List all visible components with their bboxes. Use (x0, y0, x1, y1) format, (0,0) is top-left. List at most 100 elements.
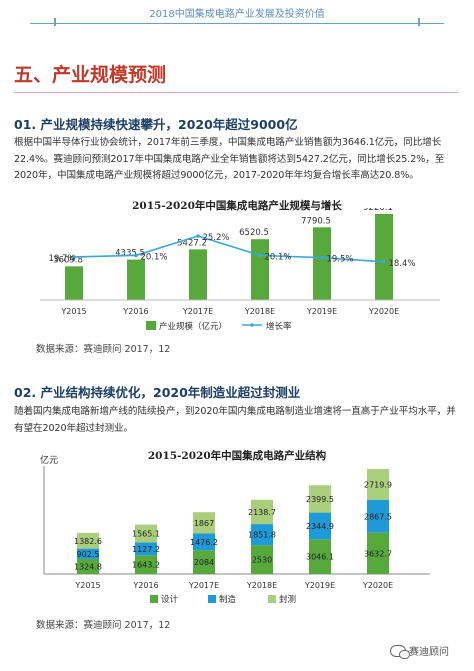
growth-point-3 (258, 253, 262, 258)
bar-value-label-2-1: 1565.1 (132, 530, 160, 539)
bar-value-label-4: 7790.5 (301, 216, 331, 226)
source-note-2: 数据来源：赛迪顾问 2017，12 (36, 620, 171, 631)
legend-label-0: 设计 (161, 594, 179, 605)
chart-1-scale-growth: 3609.8 Y2015 4335.5 Y2016 5427.2 Y2017E 6520.5… (40, 208, 440, 332)
bar-value-label-2-2: 1867 (194, 519, 214, 528)
bar-value-label-1-5: 2867.5 (364, 512, 392, 521)
bar-scale-4 (313, 227, 331, 300)
paragraph-1: 根据中国半导体行业协会统计，2017年前三季度，中国集成电路产业销售额为3646… (14, 137, 445, 181)
bar-设计-3 (251, 545, 273, 574)
legend-label-2: 封测 (279, 594, 296, 605)
bar-value-label-3: 6520.5 (239, 228, 269, 238)
chart-2-structure: 亿元 1324.8 902.5 1382.6 Y2015 1643.2 1127.2 1565… (40, 454, 430, 605)
legend-swatch-0 (150, 595, 158, 603)
growth-point-0 (72, 255, 76, 259)
bar-设计-5 (367, 532, 389, 574)
x-tick-label-4: Y2019E (304, 581, 335, 590)
y-axis-unit-label: 亿元 (40, 454, 58, 466)
subsection-title-1: 01. 产业规模持续快速攀升，2020年超过9000亿 (14, 117, 298, 132)
legend-swatch-1 (208, 595, 216, 603)
bar-封测-3 (251, 499, 273, 525)
bar-设计-0 (77, 558, 99, 574)
bar-value-label-0: 3609.8 (53, 255, 83, 265)
chart-2-title: 2015-2020年中国集成电路产业结构 (147, 450, 327, 462)
header-title: 2018中国集成电路产业发展及投资价值 (149, 9, 325, 20)
bar-封测-1 (135, 524, 157, 543)
growth-label-1: 20.1% (140, 252, 167, 262)
bar-value-label-1-4: 2344.9 (306, 522, 334, 531)
bar-设计-1 (135, 555, 157, 574)
growth-label-4: 19.5% (326, 255, 353, 265)
legend-swatch-scale (146, 321, 156, 330)
bar-scale-0 (65, 266, 83, 300)
bar-scale-1 (127, 259, 145, 300)
chart-1-title: 2015-2020年中国集成电路产业规模与增长 (132, 200, 342, 212)
growth-line (73, 235, 385, 263)
bar-value-label-5: 9220.1 (363, 208, 393, 213)
bar-scale-2 (189, 249, 207, 300)
subsection-title-2: 02. 产业结构持续优化，2020年制造业超过封测业 (14, 385, 301, 400)
x-tick-label-5: Y2020E (368, 307, 399, 316)
bar-设计-2 (193, 550, 215, 574)
bar-value-label-1-3: 1851.8 (248, 531, 276, 540)
bar-value-label-0-5: 3632.7 (364, 549, 392, 558)
bar-value-label-2: 5427.2 (177, 238, 207, 248)
x-tick-label-2: Y2017E (182, 307, 213, 316)
bar-value-label-2-5: 2719.9 (364, 480, 392, 489)
bar-制造-2 (193, 533, 215, 551)
bar-value-label-2-0: 1382.6 (74, 537, 102, 546)
growth-point-5 (382, 260, 386, 264)
x-tick-label-4: Y2019E (306, 307, 337, 316)
growth-label-2: 25.2% (202, 233, 229, 243)
legend-label-scale: 产业规模（亿元） (159, 321, 227, 332)
bar-scale-5 (375, 214, 393, 300)
header-divider (30, 23, 444, 24)
wechat-icon (390, 644, 410, 659)
growth-point-1 (134, 253, 138, 258)
bar-封测-0 (77, 532, 99, 549)
bar-封测-4 (309, 485, 331, 513)
growth-label-3: 20.1% (264, 252, 291, 262)
legend-swatch-2 (268, 595, 276, 603)
bar-制造-5 (367, 499, 389, 533)
bar-value-label-1-1: 1127.2 (132, 545, 160, 554)
bar-制造-0 (77, 548, 99, 559)
legend-swatch-growth-dot (250, 323, 254, 327)
x-tick-label-1: Y2016 (122, 307, 148, 316)
header-mark-left (54, 18, 56, 26)
growth-point-2 (196, 234, 200, 238)
x-tick-label-5: Y2020E (362, 581, 393, 590)
bar-scale-3 (251, 239, 269, 300)
legend-label-1: 制造 (219, 594, 237, 605)
bar-value-label-2-4: 2399.5 (306, 495, 334, 504)
x-tick-label-0: Y2015 (60, 307, 86, 316)
growth-label-5: 18.4% (388, 259, 415, 269)
bar-设计-4 (309, 539, 331, 574)
bar-制造-1 (135, 542, 157, 556)
footer-logo-text: 赛迪顾问 (409, 647, 449, 658)
bar-value-label-1-0: 902.5 (77, 550, 100, 559)
section-divider (14, 92, 458, 93)
bar-value-label-1: 4335.5 (115, 249, 145, 259)
paragraph-2: 随着国内集成电路新增产线的陆续投产，到2020年国内集成电路制造业增速将一直高于… (14, 406, 456, 434)
bar-封测-5 (367, 469, 389, 500)
bar-value-label-0-4: 3046.1 (306, 553, 334, 562)
bar-value-label-2-3: 2138.7 (248, 508, 276, 517)
x-tick-label-3: Y2018E (246, 581, 277, 590)
header-mark-right (418, 18, 420, 26)
x-tick-label-3: Y2018E (244, 307, 275, 316)
bar-制造-4 (309, 512, 331, 540)
bar-value-label-0-0: 1324.8 (74, 562, 102, 571)
x-tick-label-2: Y2017E (188, 581, 219, 590)
footer-logo: 赛迪顾问 (390, 643, 449, 659)
growth-label-0: 19.7% (48, 254, 75, 264)
bar-封测-2 (193, 512, 215, 534)
growth-point-4 (320, 255, 324, 260)
bar-value-label-1-2: 1476.2 (190, 538, 218, 547)
bar-value-label-0-3: 2530 (252, 556, 272, 565)
source-note-1: 数据来源：赛迪顾问 2017，12 (36, 344, 171, 355)
section-title: 五、产业规模预测 (14, 64, 167, 86)
bar-value-label-0-2: 2084 (194, 558, 214, 567)
bar-value-label-0-1: 1643.2 (132, 561, 160, 570)
x-tick-label-0: Y2015 (74, 581, 100, 590)
